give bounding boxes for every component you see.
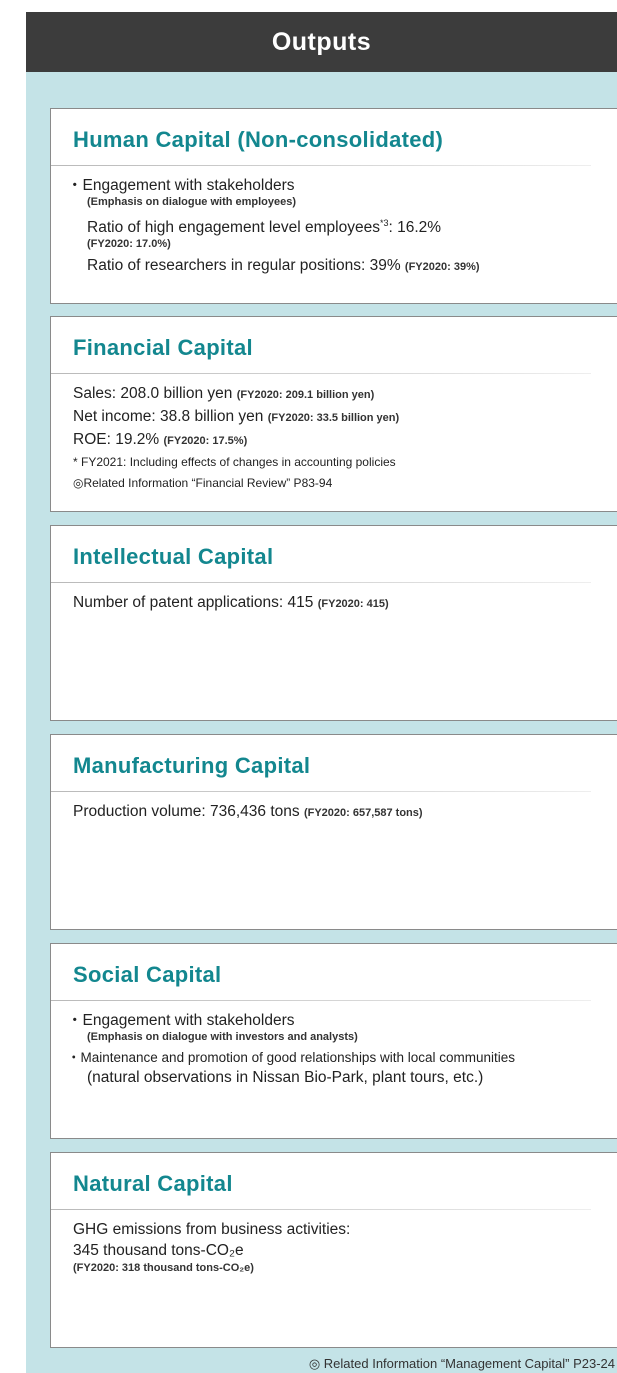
line-text: GHG emissions from business activities: bbox=[73, 1221, 351, 1238]
text-line: Production volume: 736,436 tons (FY2020:… bbox=[73, 801, 612, 824]
divider bbox=[51, 582, 591, 583]
box-lines: Number of patent applications: 415 (FY20… bbox=[73, 592, 612, 615]
divider bbox=[51, 165, 591, 166]
text-line: (natural observations in Nissan Bio-Park… bbox=[73, 1067, 612, 1088]
line-text: Number of patent applications: 415 bbox=[73, 594, 314, 611]
footnote-ref: *3 bbox=[379, 218, 389, 228]
line-text: Net income: 38.8 billion yen bbox=[73, 408, 264, 425]
line-text: Maintenance and promotion of good relati… bbox=[80, 1050, 516, 1065]
line-text: ROE: 19.2% bbox=[73, 431, 160, 448]
capital-box: Human Capital (Non-consolidated) Engageme… bbox=[50, 108, 617, 304]
text-line: Maintenance and promotion of good relati… bbox=[73, 1048, 612, 1067]
line-note: (FY2020: 33.5 billion yen) bbox=[267, 412, 400, 424]
box-lines: Production volume: 736,436 tons (FY2020:… bbox=[73, 801, 612, 824]
box-title: Financial Capital bbox=[73, 335, 253, 360]
text-line: (FY2020: 17.0%) bbox=[73, 238, 612, 251]
line-text: (Emphasis on dialogue with employees) bbox=[87, 196, 297, 208]
text-line: Sales: 208.0 billion yen (FY2020: 209.1 … bbox=[73, 383, 612, 406]
box-title: Manufacturing Capital bbox=[73, 753, 311, 778]
divider bbox=[51, 373, 591, 374]
box-title: Human Capital (Non-consolidated) bbox=[73, 127, 444, 152]
line-text: Ratio of researchers in regular position… bbox=[87, 257, 401, 275]
text-line: 345 thousand tons-CO₂e bbox=[73, 1240, 612, 1261]
box-title: Social Capital bbox=[73, 962, 222, 987]
line-note: (FY2020: 17.5%) bbox=[163, 435, 248, 447]
line-value: : 16.2% bbox=[388, 219, 442, 237]
text-line: (FY2020: 318 thousand tons-CO₂e) bbox=[73, 1261, 612, 1275]
line-text: (Emphasis on dialogue with investors and… bbox=[87, 1031, 358, 1043]
box-title: Intellectual Capital bbox=[73, 544, 274, 569]
text-line: ROE: 19.2% (FY2020: 17.5%) bbox=[73, 429, 612, 452]
text-line: (Emphasis on dialogue with employees) bbox=[73, 196, 612, 209]
header: Outputs bbox=[26, 12, 617, 72]
text-line: GHG emissions from business activities: bbox=[73, 1219, 612, 1240]
line-text: * FY2021: Including effects of changes i… bbox=[73, 455, 396, 469]
line-note: (FY2020: 209.1 billion yen) bbox=[236, 389, 375, 401]
capital-box: Social Capital Engagement with stakeholde… bbox=[50, 943, 617, 1139]
capital-box: Intellectual Capital Number of patent app… bbox=[50, 525, 617, 721]
capital-box: Financial Capital Sales: 208.0 billion ye… bbox=[50, 316, 617, 512]
line-text: (FY2020: 318 thousand tons-CO₂e) bbox=[73, 1262, 254, 1274]
text-line: Engagement with stakeholders bbox=[73, 175, 612, 196]
line-note: (FY2020: 415) bbox=[317, 598, 389, 610]
line-text: Production volume: 736,436 tons bbox=[73, 803, 300, 820]
text-line: * FY2021: Including effects of changes i… bbox=[73, 452, 612, 473]
box-lines: Engagement with stakeholders (Emphasis on… bbox=[73, 175, 612, 278]
box-lines: GHG emissions from business activities: 3… bbox=[73, 1219, 612, 1275]
line-text: Engagement with stakeholders bbox=[82, 177, 295, 194]
box-lines: Engagement with stakeholders (Emphasis on… bbox=[73, 1010, 612, 1088]
line-text: 345 thousand tons-CO₂e bbox=[73, 1242, 244, 1259]
line-text: (FY2020: 17.0%) bbox=[87, 238, 171, 251]
divider bbox=[51, 791, 591, 792]
box-lines: Sales: 208.0 billion yen (FY2020: 209.1 … bbox=[73, 383, 612, 494]
footer: ◎ Related Information “Management Capita… bbox=[308, 1356, 615, 1371]
line-text: (natural observations in Nissan Bio-Park… bbox=[87, 1069, 484, 1086]
text-line: ◎Related Information “Financial Review” … bbox=[73, 473, 612, 494]
capital-box: Manufacturing Capital Production volume: … bbox=[50, 734, 617, 930]
capital-box: Natural Capital GHG emissions from busine… bbox=[50, 1152, 617, 1348]
divider bbox=[51, 1000, 591, 1001]
line-note: (FY2020: 657,587 tons) bbox=[303, 807, 423, 819]
text-line: Number of patent applications: 415 (FY20… bbox=[73, 592, 612, 615]
text-line: Net income: 38.8 billion yen (FY2020: 33… bbox=[73, 406, 612, 429]
text-line: Ratio of high engagement level employees… bbox=[73, 213, 612, 238]
box-title: Natural Capital bbox=[73, 1171, 233, 1196]
divider bbox=[51, 1209, 591, 1210]
text-line: (Emphasis on dialogue with investors and… bbox=[73, 1031, 612, 1044]
line-text: Engagement with stakeholders bbox=[82, 1012, 295, 1029]
line-text: Sales: 208.0 billion yen bbox=[73, 385, 233, 402]
line-note: (FY2020: 39%) bbox=[404, 261, 480, 274]
line-text: Ratio of high engagement level employees bbox=[87, 219, 380, 237]
text-line: Ratio of researchers in regular position… bbox=[73, 255, 612, 278]
text-line: Engagement with stakeholders bbox=[73, 1010, 612, 1031]
line-text: ◎Related Information “Financial Review” … bbox=[73, 476, 333, 490]
